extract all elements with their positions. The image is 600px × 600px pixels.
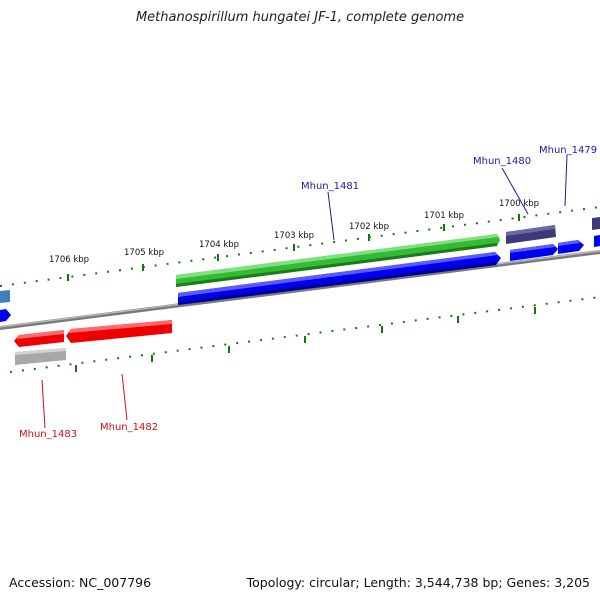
gene-mhun-1480-purple[interactable]: [506, 225, 556, 244]
ruler-label-1700: 1700 kbp: [499, 199, 539, 209]
ruler-upper-ticks: [67, 214, 520, 281]
gene-label-mhun-1481[interactable]: Mhun_1481: [301, 181, 359, 192]
ruler-label-1706: 1706 kbp: [49, 255, 89, 265]
gene-right-edge-purple[interactable]: [592, 217, 600, 230]
ruler-label-1703: 1703 kbp: [274, 231, 314, 241]
gene-label-mhun-1479[interactable]: Mhun_1479: [539, 145, 597, 156]
ruler-label-1705: 1705 kbp: [124, 248, 164, 258]
gene-mhun-1483-gray[interactable]: [15, 348, 66, 365]
ruler-labels: 1706 kbp 1705 kbp 1704 kbp 1703 kbp 1702…: [49, 199, 539, 265]
gene-left-edge-cds[interactable]: [0, 309, 11, 322]
gene-label-mhun-1482[interactable]: Mhun_1482: [100, 422, 158, 433]
gene-mhun-1480-cds[interactable]: [510, 244, 558, 261]
gene-mhun-1482-cds[interactable]: [66, 320, 172, 343]
gene-mhun-1481-cds[interactable]: [178, 252, 501, 305]
leader-mhun-1481: [327, 191, 335, 241]
leader-mhun-1480: [501, 167, 529, 215]
gene-labels: Mhun_1481 Mhun_1480 Mhun_1479 Mhun_1483 …: [19, 145, 597, 440]
gene-right-edge-cds[interactable]: [594, 235, 600, 247]
gene-mhun-1481-green[interactable]: [176, 234, 500, 287]
ruler-label-1702: 1702 kbp: [349, 222, 389, 232]
ruler-label-1701: 1701 kbp: [424, 211, 464, 221]
genome-backbone: [0, 250, 600, 330]
map-title: Methanospirillum hungatei JF-1, complete…: [135, 10, 465, 25]
gene-label-mhun-1483[interactable]: Mhun_1483: [19, 429, 77, 440]
ruler-label-1704: 1704 kbp: [199, 240, 239, 250]
gene-label-mhun-1480[interactable]: Mhun_1480: [473, 156, 531, 167]
accession-label: Accession: NC_007796: [9, 575, 152, 590]
ruler-upper: [0, 206, 600, 287]
gene-mhun-1479-cds[interactable]: [558, 240, 584, 254]
leader-mhun-1479: [564, 154, 568, 207]
leader-mhun-1482: [121, 373, 128, 421]
ruler-lower-ticks: [75, 307, 536, 372]
leader-mhun-1483: [41, 379, 46, 429]
gene-mhun-1483-cds[interactable]: [14, 330, 64, 347]
gene-left-edge-steel[interactable]: [0, 290, 10, 303]
genome-summary: Topology: circular; Length: 3,544,738 bp…: [246, 575, 590, 590]
